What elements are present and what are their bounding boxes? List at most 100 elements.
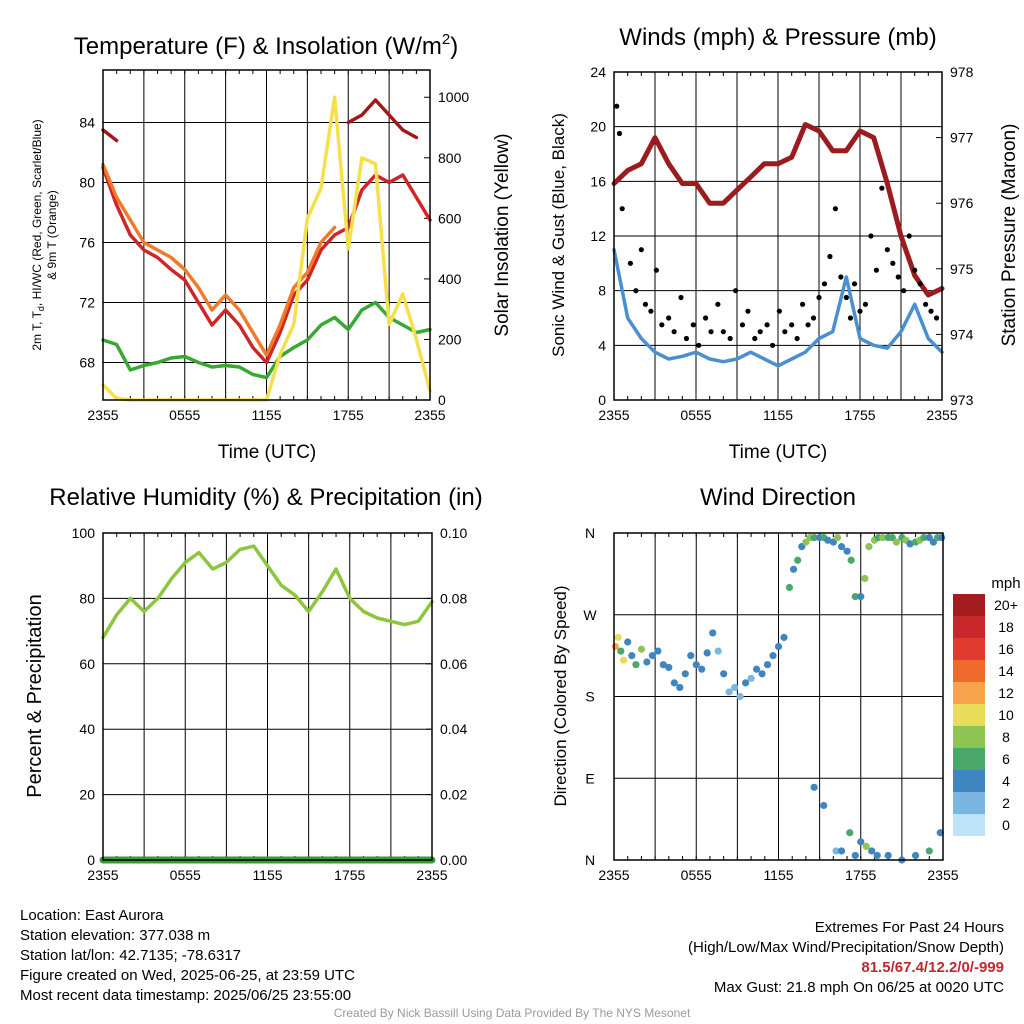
y2-tick-label: 0 bbox=[438, 392, 446, 408]
y-tick-label: 84 bbox=[79, 115, 95, 131]
x-tick-label: 2355 bbox=[416, 867, 447, 883]
y-tick-label: 20 bbox=[79, 787, 95, 803]
gust-point bbox=[727, 335, 733, 342]
y2-tick-label: 0.08 bbox=[440, 590, 467, 606]
direction-point bbox=[846, 829, 854, 837]
gust-point bbox=[633, 288, 639, 294]
winds-title: Winds (mph) & Pressure (mb) bbox=[619, 24, 936, 51]
direction-point bbox=[857, 592, 865, 601]
direction-point bbox=[843, 547, 851, 555]
colorbar-swatch bbox=[953, 660, 985, 682]
direction-point bbox=[936, 829, 944, 837]
direction-point bbox=[873, 851, 881, 860]
direction-point bbox=[698, 665, 706, 673]
gust-point bbox=[733, 288, 739, 294]
gust-point bbox=[666, 315, 672, 321]
humidity-ylabel: Percent & Precipitation bbox=[24, 594, 46, 797]
direction-point bbox=[628, 652, 636, 660]
x-tick-label: 2355 bbox=[414, 407, 445, 423]
colorbar-label: 0 bbox=[1002, 817, 1010, 833]
series-line bbox=[101, 98, 419, 143]
x-tick-label: 2355 bbox=[926, 407, 957, 423]
gust-point bbox=[847, 315, 854, 321]
gust-point bbox=[659, 322, 665, 328]
direction-point bbox=[681, 670, 689, 678]
colorbar-label: 2 bbox=[1002, 795, 1010, 811]
credit-text: Created By Nick Bassill Using Data Provi… bbox=[333, 1006, 691, 1020]
y-tick-label: N bbox=[585, 852, 595, 868]
gust-point bbox=[671, 329, 677, 335]
direction-point bbox=[851, 592, 859, 601]
direction-point bbox=[794, 556, 802, 564]
y-tick-label: 20 bbox=[590, 119, 606, 135]
extremes-values: 81.5/67.4/12.2/0/-999 bbox=[861, 959, 1004, 976]
x-tick-label: 2355 bbox=[598, 407, 629, 423]
direction-point bbox=[879, 533, 887, 542]
gust-point bbox=[917, 281, 923, 287]
x-tick-label: 1155 bbox=[763, 867, 793, 883]
gust-point bbox=[805, 322, 811, 328]
colorbar-label: 16 bbox=[998, 641, 1014, 657]
gust-point bbox=[862, 301, 869, 307]
x-tick-label: 1155 bbox=[763, 407, 793, 423]
location-text: Location: East Aurora bbox=[20, 907, 164, 924]
gust-point bbox=[648, 308, 654, 314]
pressure-ylabel: Station Pressure (Maroon) bbox=[999, 124, 1020, 347]
gust-point bbox=[789, 322, 795, 328]
colorbar-label: 4 bbox=[1002, 773, 1010, 789]
winds-ylabel: Sonic Wind & Gust (Blue, Black) bbox=[549, 113, 568, 357]
direction-point bbox=[665, 663, 673, 672]
gust-point bbox=[890, 260, 896, 266]
created-text: Figure created on Wed, 2025-06-25, at 23… bbox=[20, 967, 355, 984]
y2-tick-label: 800 bbox=[438, 150, 462, 166]
y-tick-label: 0 bbox=[87, 852, 95, 868]
temperature-ylabel-line1: 2m T, Td, HI/WC (Red, Green, Scarlet/Blu… bbox=[30, 119, 46, 350]
direction-point bbox=[824, 536, 832, 544]
x-tick-label: 2355 bbox=[87, 407, 118, 423]
colorbar-swatch bbox=[953, 748, 985, 770]
station-info: Location: East Aurora Station elevation:… bbox=[20, 906, 355, 1006]
gust-point bbox=[895, 274, 901, 280]
gust-point bbox=[810, 315, 817, 321]
direction-point bbox=[731, 683, 739, 692]
direction-point bbox=[789, 565, 798, 573]
y2-tick-label: 0.00 bbox=[440, 852, 467, 868]
humidity-axes: 2355 0555 1155 1755 23550204060801000.000.02… bbox=[72, 525, 468, 883]
gust-point bbox=[752, 335, 758, 342]
y-tick-label: 8 bbox=[598, 283, 606, 299]
y2-tick-label: 974 bbox=[950, 326, 974, 342]
winds-panel: Winds (mph) & Pressure (mb) Time (UTC) S… bbox=[549, 24, 1020, 463]
y2-tick-label: 0.06 bbox=[440, 656, 467, 672]
direction-point bbox=[938, 533, 946, 542]
x-tick-label: 1155 bbox=[252, 867, 282, 883]
direction-point bbox=[725, 688, 733, 696]
extremes-subtitle: (High/Low/Max Wind/Precipitation/Snow De… bbox=[688, 939, 1004, 956]
direction-point bbox=[911, 851, 920, 860]
gust-point bbox=[879, 185, 885, 191]
direction-point bbox=[714, 647, 722, 655]
direction-point bbox=[659, 661, 667, 669]
y-tick-label: 24 bbox=[590, 64, 606, 80]
y2-tick-label: 600 bbox=[438, 210, 462, 226]
temperature-xlabel: Time (UTC) bbox=[218, 442, 317, 463]
gust-point bbox=[696, 342, 702, 348]
direction-point bbox=[851, 851, 859, 860]
direction-point bbox=[763, 661, 772, 669]
y2-tick-label: 978 bbox=[950, 64, 974, 80]
direction-title: Wind Direction bbox=[700, 484, 856, 511]
y2-tick-label: 977 bbox=[950, 130, 974, 146]
x-tick-label: 1755 bbox=[334, 867, 365, 883]
gust-point bbox=[884, 247, 890, 253]
direction-point bbox=[820, 801, 828, 810]
colorbar-label: 6 bbox=[1002, 751, 1010, 767]
x-tick-label: 2355 bbox=[87, 867, 118, 883]
colorbar-label: 20+ bbox=[994, 597, 1018, 613]
direction-point bbox=[670, 679, 678, 687]
y2-tick-label: 0.04 bbox=[440, 721, 467, 737]
y-tick-label: 76 bbox=[79, 235, 95, 251]
series-line bbox=[101, 544, 434, 640]
humidity-panel: Relative Humidity (%) & Precipitation (i… bbox=[24, 484, 483, 883]
gust-point bbox=[782, 329, 788, 335]
gust-point bbox=[851, 281, 858, 287]
